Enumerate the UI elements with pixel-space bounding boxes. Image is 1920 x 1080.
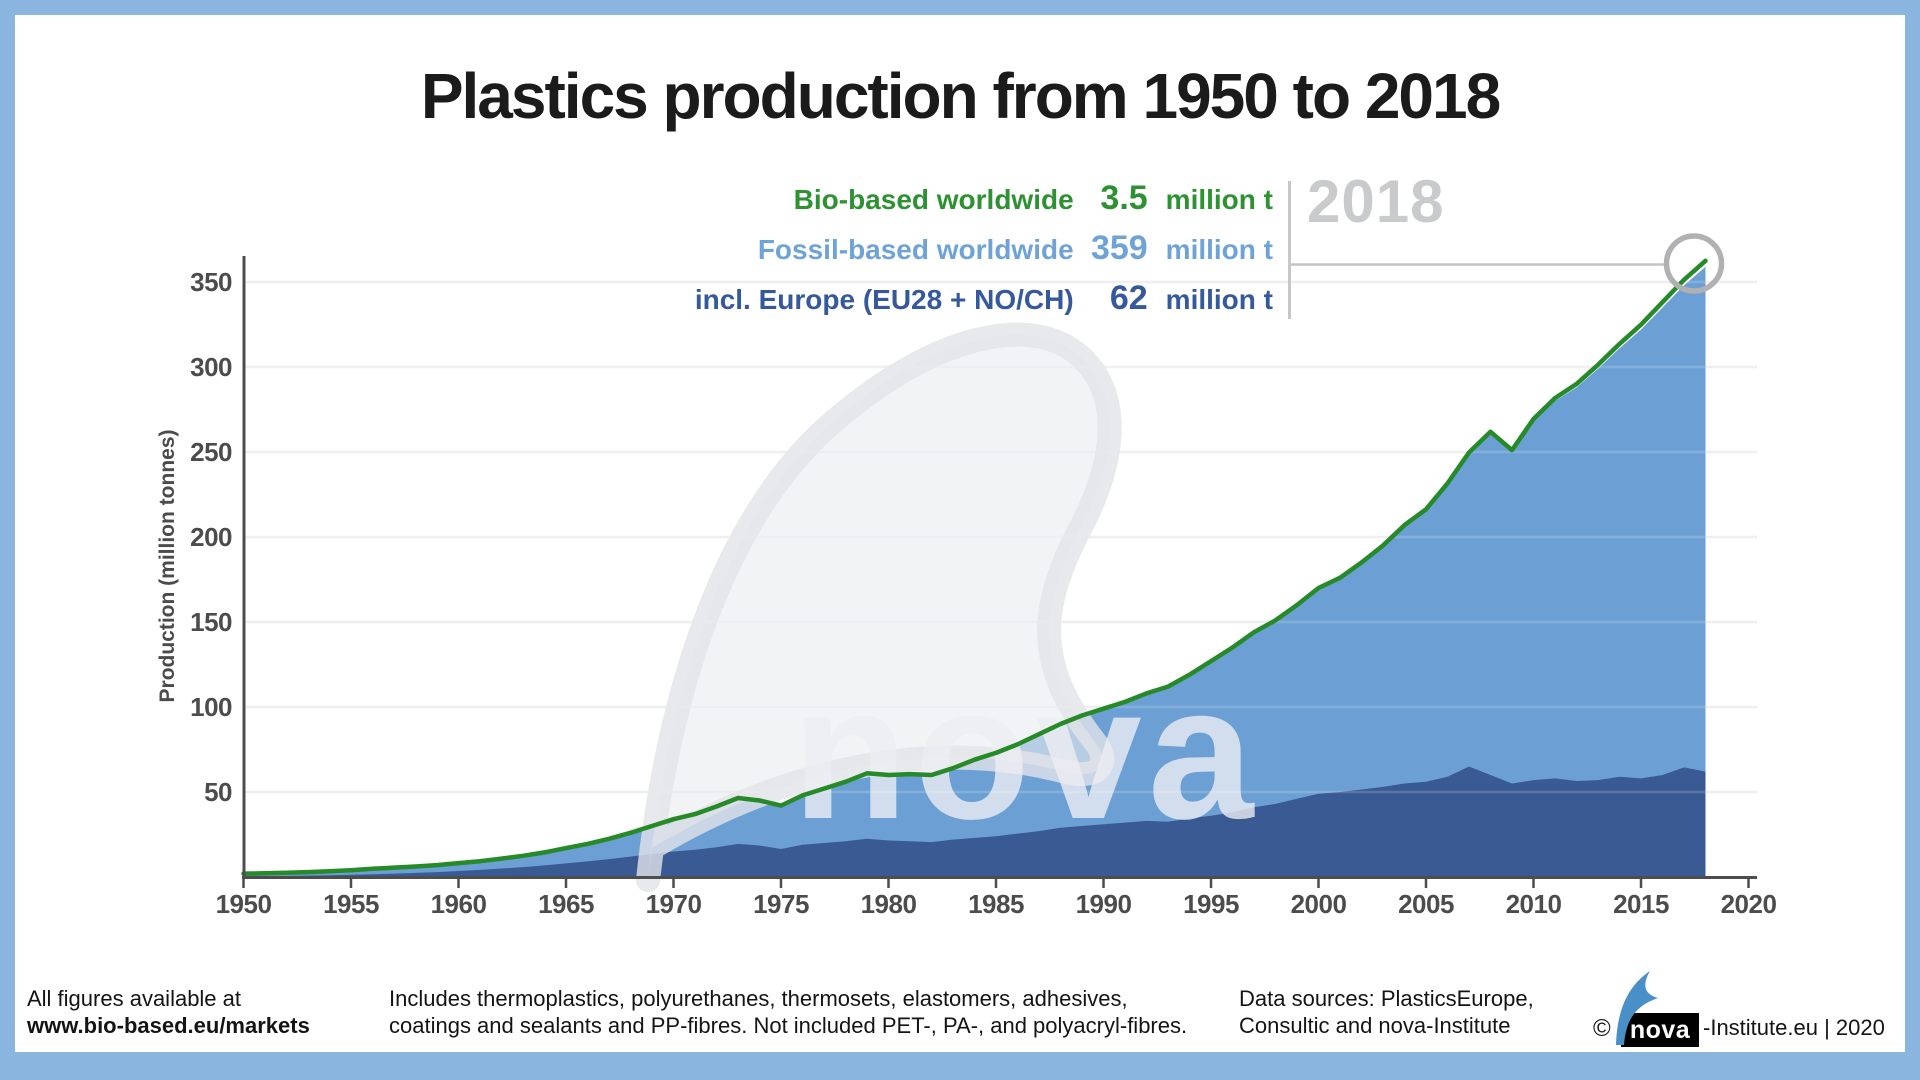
footer-sources: Data sources: PlasticsEurope, Consultic … [1239, 985, 1534, 1039]
legend-unit-bio: million t [1165, 184, 1273, 215]
nova-logo-sail-icon [1616, 971, 1658, 1045]
footer-middle: Includes thermoplastics, polyurethanes, … [389, 985, 1187, 1039]
nova-logo-suffix: -Institute.eu | 2020 [1703, 1015, 1885, 1040]
legend-label-europe: incl. Europe (EU28 + NO/CH) [694, 284, 1074, 315]
footer-left: All figures available at www.bio-based.e… [27, 985, 310, 1039]
legend-row-bio: Bio-based worldwide 3.5 million t [545, 179, 1273, 229]
footer-left-line2: www.bio-based.eu/markets [27, 1013, 310, 1038]
footer-middle-line2: coatings and sealants and PP-fibres. Not… [389, 1013, 1188, 1038]
legend-value-bio: 3.5 [1100, 179, 1148, 217]
page-background [15, 15, 1905, 1052]
legend-value-europe: 62 [1109, 279, 1148, 317]
footer-sources-line1: Data sources: PlasticsEurope, [1239, 986, 1534, 1011]
copyright-symbol: © [1593, 1015, 1611, 1042]
legend: Bio-based worldwide 3.5 million t Fossil… [545, 179, 1273, 329]
legend-divider [1288, 181, 1291, 319]
page-title: Plastics production from 1950 to 2018 [420, 60, 1501, 132]
footer-middle-line1: Includes thermoplastics, polyurethanes, … [389, 986, 1128, 1011]
year-callout: 2018 [1307, 168, 1445, 235]
legend-label-fossil: Fossil-based worldwide [757, 234, 1074, 265]
nova-logo-box: nova [1621, 1013, 1699, 1047]
legend-unit-europe: million t [1165, 284, 1273, 315]
legend-unit-fossil: million t [1165, 234, 1273, 265]
legend-row-europe: incl. Europe (EU28 + NO/CH) 62 million t [545, 279, 1273, 329]
footer-sources-line2: Consultic and nova-Institute [1239, 1013, 1511, 1038]
legend-row-fossil: Fossil-based worldwide 359 million t [545, 229, 1273, 279]
legend-value-fossil: 359 [1090, 229, 1148, 267]
footer-left-line1: All figures available at [27, 986, 242, 1011]
legend-label-bio: Bio-based worldwide [793, 184, 1074, 215]
